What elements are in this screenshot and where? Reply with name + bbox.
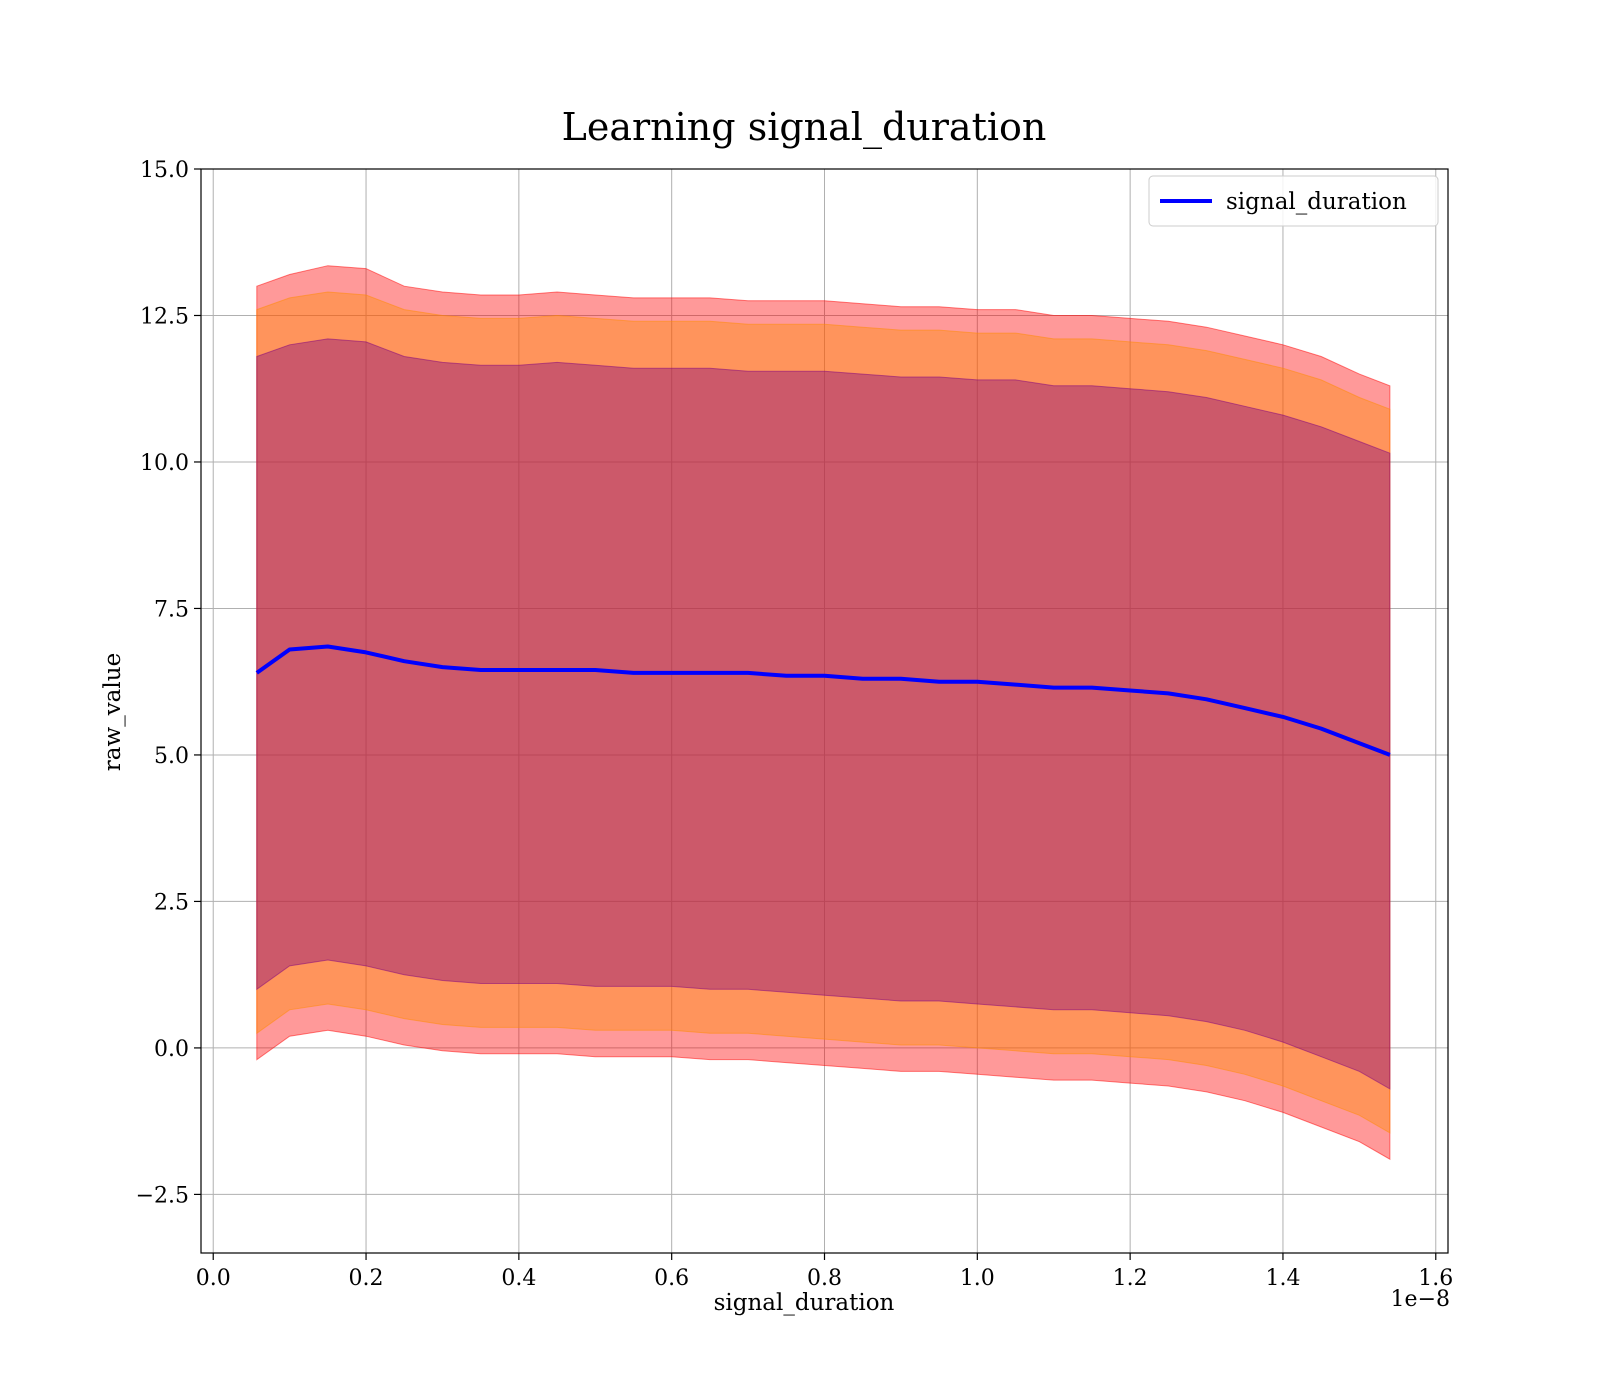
- y-tick-label-1: 0.0: [154, 1037, 189, 1062]
- legend: signal_duration: [1148, 175, 1439, 227]
- x-tick-label-5: 1.0: [960, 1266, 995, 1291]
- y-tick-label-2: 2.5: [154, 890, 189, 915]
- confidence-band-2: [256, 338, 1391, 1090]
- legend-frame: [1148, 175, 1439, 227]
- y-tick-label-7: 15.0: [140, 158, 189, 183]
- y-tick-label-5: 10.0: [140, 451, 189, 476]
- y-axis-label: raw_value: [100, 653, 126, 771]
- legend-label-signal-duration: signal_duration: [1226, 189, 1407, 215]
- x-tick-label-2: 0.4: [501, 1266, 536, 1291]
- x-tick-label-1: 0.2: [349, 1266, 384, 1291]
- x-tick-label-6: 1.2: [1113, 1266, 1148, 1291]
- x-offset-label: 1e−8: [1391, 1287, 1450, 1312]
- confidence-band-1: [256, 291, 1391, 1134]
- plot-area: 0.0 0.2 0.4 0.6 0.8 1.0 1.2 1.4 1.6 −2.5 0.0 2.5 5.0…: [136, 158, 1454, 1291]
- x-tick-label-8: 1.6: [1418, 1266, 1453, 1291]
- x-tick-label-4: 0.8: [807, 1266, 842, 1291]
- x-tick-label-3: 0.6: [654, 1266, 689, 1291]
- series-line-signal_duration: [255, 644, 1391, 757]
- y-tick-label-3: 5.0: [154, 744, 189, 769]
- x-tick-label-0: 0.0: [196, 1266, 231, 1291]
- confidence-band-0: [256, 265, 1391, 1161]
- y-tick-label-0: −2.5: [136, 1183, 189, 1208]
- y-tick-label-4: 7.5: [154, 597, 189, 622]
- chart-title: Learning signal_duration: [562, 105, 1047, 150]
- x-axis-label: signal_duration: [714, 1290, 895, 1316]
- y-tick-label-6: 12.5: [140, 304, 189, 329]
- x-tick-label-7: 1.4: [1265, 1266, 1300, 1291]
